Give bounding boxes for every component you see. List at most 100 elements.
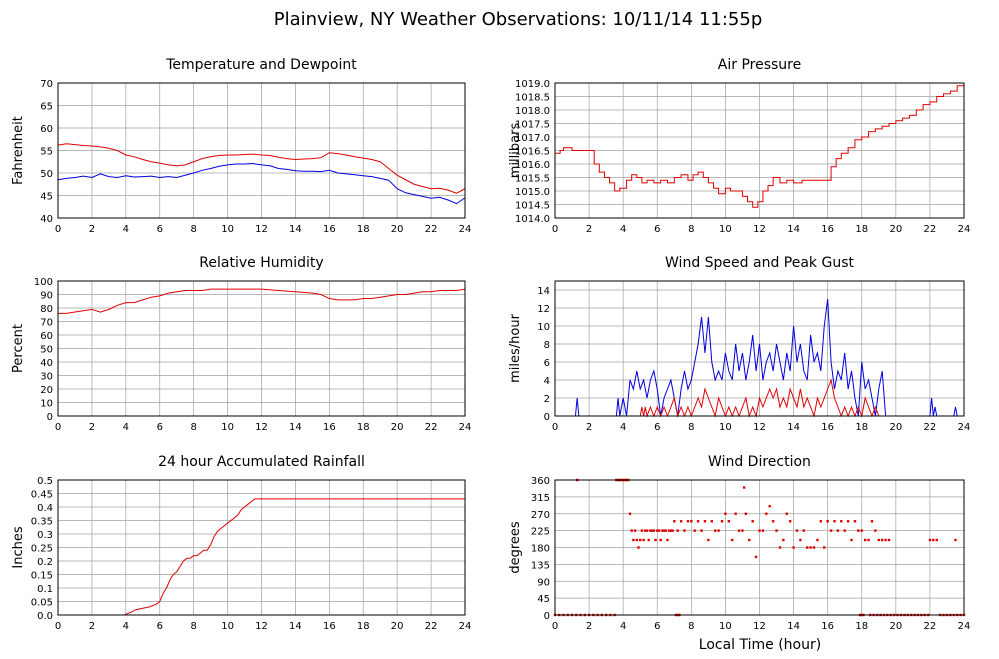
data-point [758,529,761,532]
x-tick-label: 18 [855,422,868,433]
y-tick-label: 0.45 [31,490,53,501]
data-point [874,529,877,532]
data-point [640,529,644,532]
chart-title: Air Pressure [718,57,801,73]
data-point [673,520,676,523]
x-tick-label: 10 [719,422,732,433]
data-point [635,538,638,542]
x-tick-label: 20 [889,621,902,632]
y-tick-label: 1018.0 [515,106,550,117]
x-tick-label: 20 [889,422,902,433]
data-point [654,538,657,542]
data-point [816,538,819,542]
x-tick-label: 2 [586,224,592,235]
x-tick-label: 16 [323,422,336,433]
data-point [647,538,650,542]
data-point [850,538,853,542]
data-point [867,538,870,542]
data-point [809,546,812,549]
y-tick-label: 1017.0 [515,133,550,144]
data-point [860,529,863,532]
x-tick-label: 14 [787,422,800,433]
x-tick-label: 22 [924,621,937,632]
data-point [637,546,640,549]
chart-title: Wind Speed and Peak Gust [665,255,854,271]
x-tick-label: 22 [924,224,937,235]
x-tick-label: 6 [654,224,660,235]
x-tick-label: 8 [190,422,196,433]
y-tick-label: 60 [40,331,53,342]
data-point [932,538,935,542]
series-line-blue [57,163,466,205]
x-tick-label: 6 [157,224,163,235]
plot-frame [57,479,466,616]
y-tick-label: 360 [531,476,550,487]
x-tick-label: 16 [323,224,336,235]
series-line-blue [555,298,964,417]
chart-title: Temperature and Dewpoint [165,57,357,73]
data-point [741,529,744,532]
y-tick-label: 70 [40,79,53,90]
x-tick-label: 14 [787,621,800,632]
x-tick-label: 20 [391,621,404,632]
x-tick-label: 2 [89,224,95,235]
data-point [742,486,746,489]
x-tick-label: 12 [753,422,766,433]
y-tick-label: 50 [40,169,53,180]
y-tick-label: 0.1 [37,584,53,595]
x-tick-label: 14 [787,224,800,235]
x-axis-caption: Local Time (hour) [699,637,821,653]
y-tick-label: 0.35 [31,517,53,528]
data-point [846,520,850,523]
x-tick-label: 2 [586,621,592,632]
x-tick-label: 14 [289,621,302,632]
data-point [656,529,659,532]
data-point [667,529,671,532]
data-point [693,529,696,532]
y-tick-label: 1018.5 [515,93,550,104]
x-tick-label: 0 [55,422,61,433]
data-point [795,529,799,532]
y-tick-label: 80 [40,304,53,315]
data-point [724,512,727,515]
y-axis-label: degrees [508,521,523,574]
x-tick-label: 22 [924,422,937,433]
data-point [778,546,782,549]
data-point [633,529,637,532]
plot-frame [554,280,965,417]
data-point [703,520,707,523]
data-point [713,529,717,532]
y-tick-label: 90 [40,291,53,302]
data-point [843,529,846,532]
data-point [666,538,669,542]
data-point [664,529,667,532]
data-point [954,538,957,542]
y-tick-label: 2 [544,394,550,405]
data-point [683,529,686,532]
y-tick-label: 10 [537,322,550,333]
chart-title: Relative Humidity [199,255,323,271]
data-point [881,538,884,542]
data-point [734,512,737,515]
y-axis-label: miles/hour [508,313,523,382]
data-point [632,538,635,542]
data-point [853,520,857,523]
y-tick-label: 225 [531,527,550,538]
y-tick-label: 0.4 [37,503,53,514]
x-tick-label: 16 [821,422,834,433]
y-tick-label: 315 [531,493,550,504]
x-tick-label: 6 [654,422,660,433]
x-tick-label: 22 [425,621,438,632]
y-tick-label: 0.5 [37,476,53,487]
x-tick-label: 22 [425,422,438,433]
y-tick-label: 70 [40,318,53,329]
data-point [928,538,932,542]
x-tick-label: 2 [89,621,95,632]
x-tick-label: 12 [753,224,766,235]
data-point [771,520,775,523]
x-tick-label: 22 [425,224,438,235]
x-tick-label: 0 [552,621,558,632]
